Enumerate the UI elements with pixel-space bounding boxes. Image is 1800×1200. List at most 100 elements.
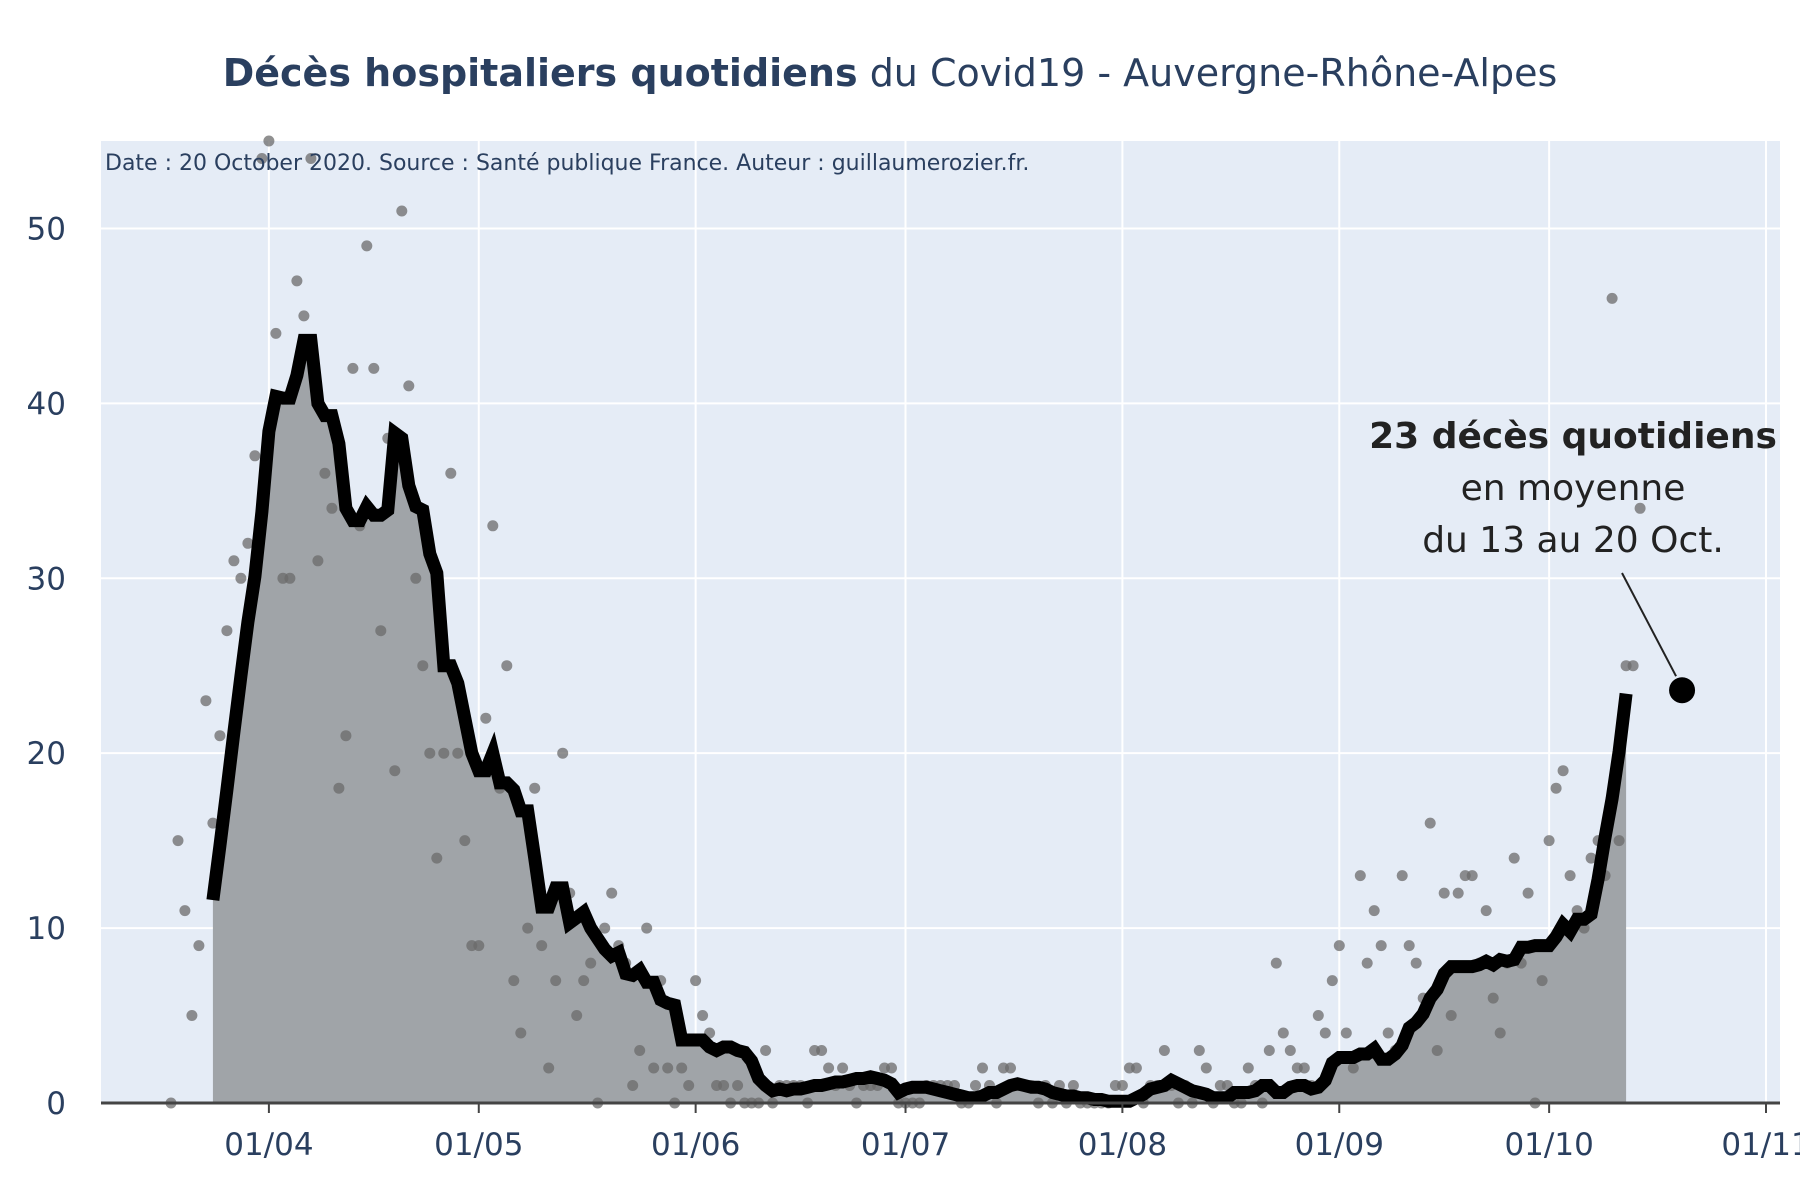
daily-point <box>417 660 429 672</box>
daily-point <box>641 922 653 934</box>
daily-point <box>1480 905 1492 917</box>
daily-point <box>1424 817 1436 829</box>
daily-point <box>1354 870 1366 882</box>
daily-point <box>501 660 513 672</box>
x-tick-label: 01/06 <box>651 1127 740 1163</box>
daily-point <box>522 922 534 934</box>
daily-point <box>263 135 275 147</box>
daily-point <box>438 747 450 759</box>
x-tick-label: 01/11 <box>1721 1127 1800 1163</box>
annotation-line3: du 13 au 20 Oct. <box>1422 520 1724 561</box>
chart-source-note: Date : 20 October 2020. Source : Santé p… <box>105 151 1029 176</box>
daily-point <box>1557 765 1569 777</box>
daily-point <box>1585 852 1597 864</box>
daily-point <box>1116 1080 1128 1091</box>
daily-point <box>760 1045 772 1056</box>
daily-point <box>571 1010 583 1021</box>
daily-point <box>361 240 373 252</box>
daily-point <box>690 975 702 987</box>
daily-point <box>228 555 240 567</box>
daily-point <box>1130 1062 1142 1074</box>
daily-point <box>1613 835 1625 847</box>
daily-point <box>1284 1045 1296 1056</box>
x-tick-label: 01/10 <box>1504 1127 1593 1163</box>
daily-point <box>1494 1027 1506 1039</box>
daily-point <box>1158 1045 1170 1056</box>
daily-point <box>1263 1045 1275 1056</box>
daily-point <box>291 275 303 287</box>
daily-point <box>459 835 471 847</box>
y-tick-label: 0 <box>46 1086 66 1122</box>
daily-point <box>305 153 317 164</box>
y-tick-label: 30 <box>27 561 66 597</box>
daily-point <box>410 572 422 584</box>
daily-point <box>1382 1027 1394 1039</box>
daily-point <box>1452 887 1464 899</box>
daily-point <box>1466 870 1478 882</box>
axes: 0 10 20 30 40 50 01/04 01/05 01/06 01/07 01/08 01/0… <box>27 211 1800 1163</box>
daily-point <box>823 1062 835 1074</box>
daily-point <box>1333 940 1345 952</box>
daily-point <box>1298 1062 1310 1074</box>
daily-point <box>886 1062 897 1074</box>
daily-point <box>1193 1045 1205 1056</box>
daily-point <box>375 625 387 637</box>
daily-point <box>718 1080 730 1091</box>
y-tick-label: 50 <box>27 211 66 247</box>
daily-point <box>256 153 268 164</box>
daily-point <box>1312 1010 1324 1021</box>
daily-point <box>676 1062 688 1074</box>
average-line <box>206 333 1633 1108</box>
daily-point <box>1067 1080 1079 1091</box>
daily-point <box>186 1010 198 1021</box>
daily-point <box>1375 940 1387 952</box>
daily-point <box>284 572 296 584</box>
daily-point <box>396 205 408 217</box>
annotation-arrow <box>1621 572 1677 677</box>
chart-title: Décès hospitaliers quotidiens du Covid19… <box>223 51 1558 95</box>
daily-point <box>1368 905 1380 917</box>
daily-point <box>683 1080 695 1091</box>
daily-point <box>1270 957 1282 969</box>
daily-point <box>389 765 401 777</box>
daily-point <box>1396 870 1408 882</box>
daily-point <box>207 817 219 829</box>
daily-point <box>221 625 233 637</box>
daily-point <box>648 1062 660 1074</box>
daily-point <box>235 572 247 584</box>
daily-point <box>508 975 520 987</box>
daily-point <box>634 1045 646 1056</box>
daily-point <box>627 1080 639 1091</box>
daily-point <box>816 1045 828 1056</box>
daily-point <box>697 1010 709 1021</box>
daily-point <box>249 450 261 462</box>
daily-point <box>1634 502 1646 514</box>
daily-point <box>200 695 212 707</box>
daily-point <box>1445 1010 1457 1021</box>
daily-point <box>403 380 415 392</box>
daily-point <box>1326 975 1338 987</box>
daily-point <box>1361 957 1373 969</box>
annotation-marker <box>1669 677 1696 704</box>
daily-point <box>319 467 331 479</box>
annotation: 23 décès quotidiens en moyenne du 13 au … <box>1369 416 1777 704</box>
daily-point <box>1340 1027 1352 1039</box>
daily-point <box>557 747 569 759</box>
annotation-line1: 23 décès quotidiens <box>1369 416 1777 457</box>
moving-average-line <box>206 333 1633 1108</box>
daily-point <box>333 782 345 794</box>
daily-point <box>970 1080 981 1091</box>
daily-point <box>1410 957 1422 969</box>
daily-point <box>473 940 485 952</box>
daily-point <box>424 747 436 759</box>
daily-point <box>368 362 380 374</box>
daily-point <box>1403 940 1415 952</box>
daily-point <box>977 1062 988 1074</box>
daily-point <box>550 975 562 987</box>
daily-point <box>1606 292 1618 304</box>
daily-point <box>837 1062 849 1074</box>
daily-point <box>480 712 492 724</box>
daily-point <box>1522 887 1534 899</box>
daily-point <box>214 730 226 742</box>
